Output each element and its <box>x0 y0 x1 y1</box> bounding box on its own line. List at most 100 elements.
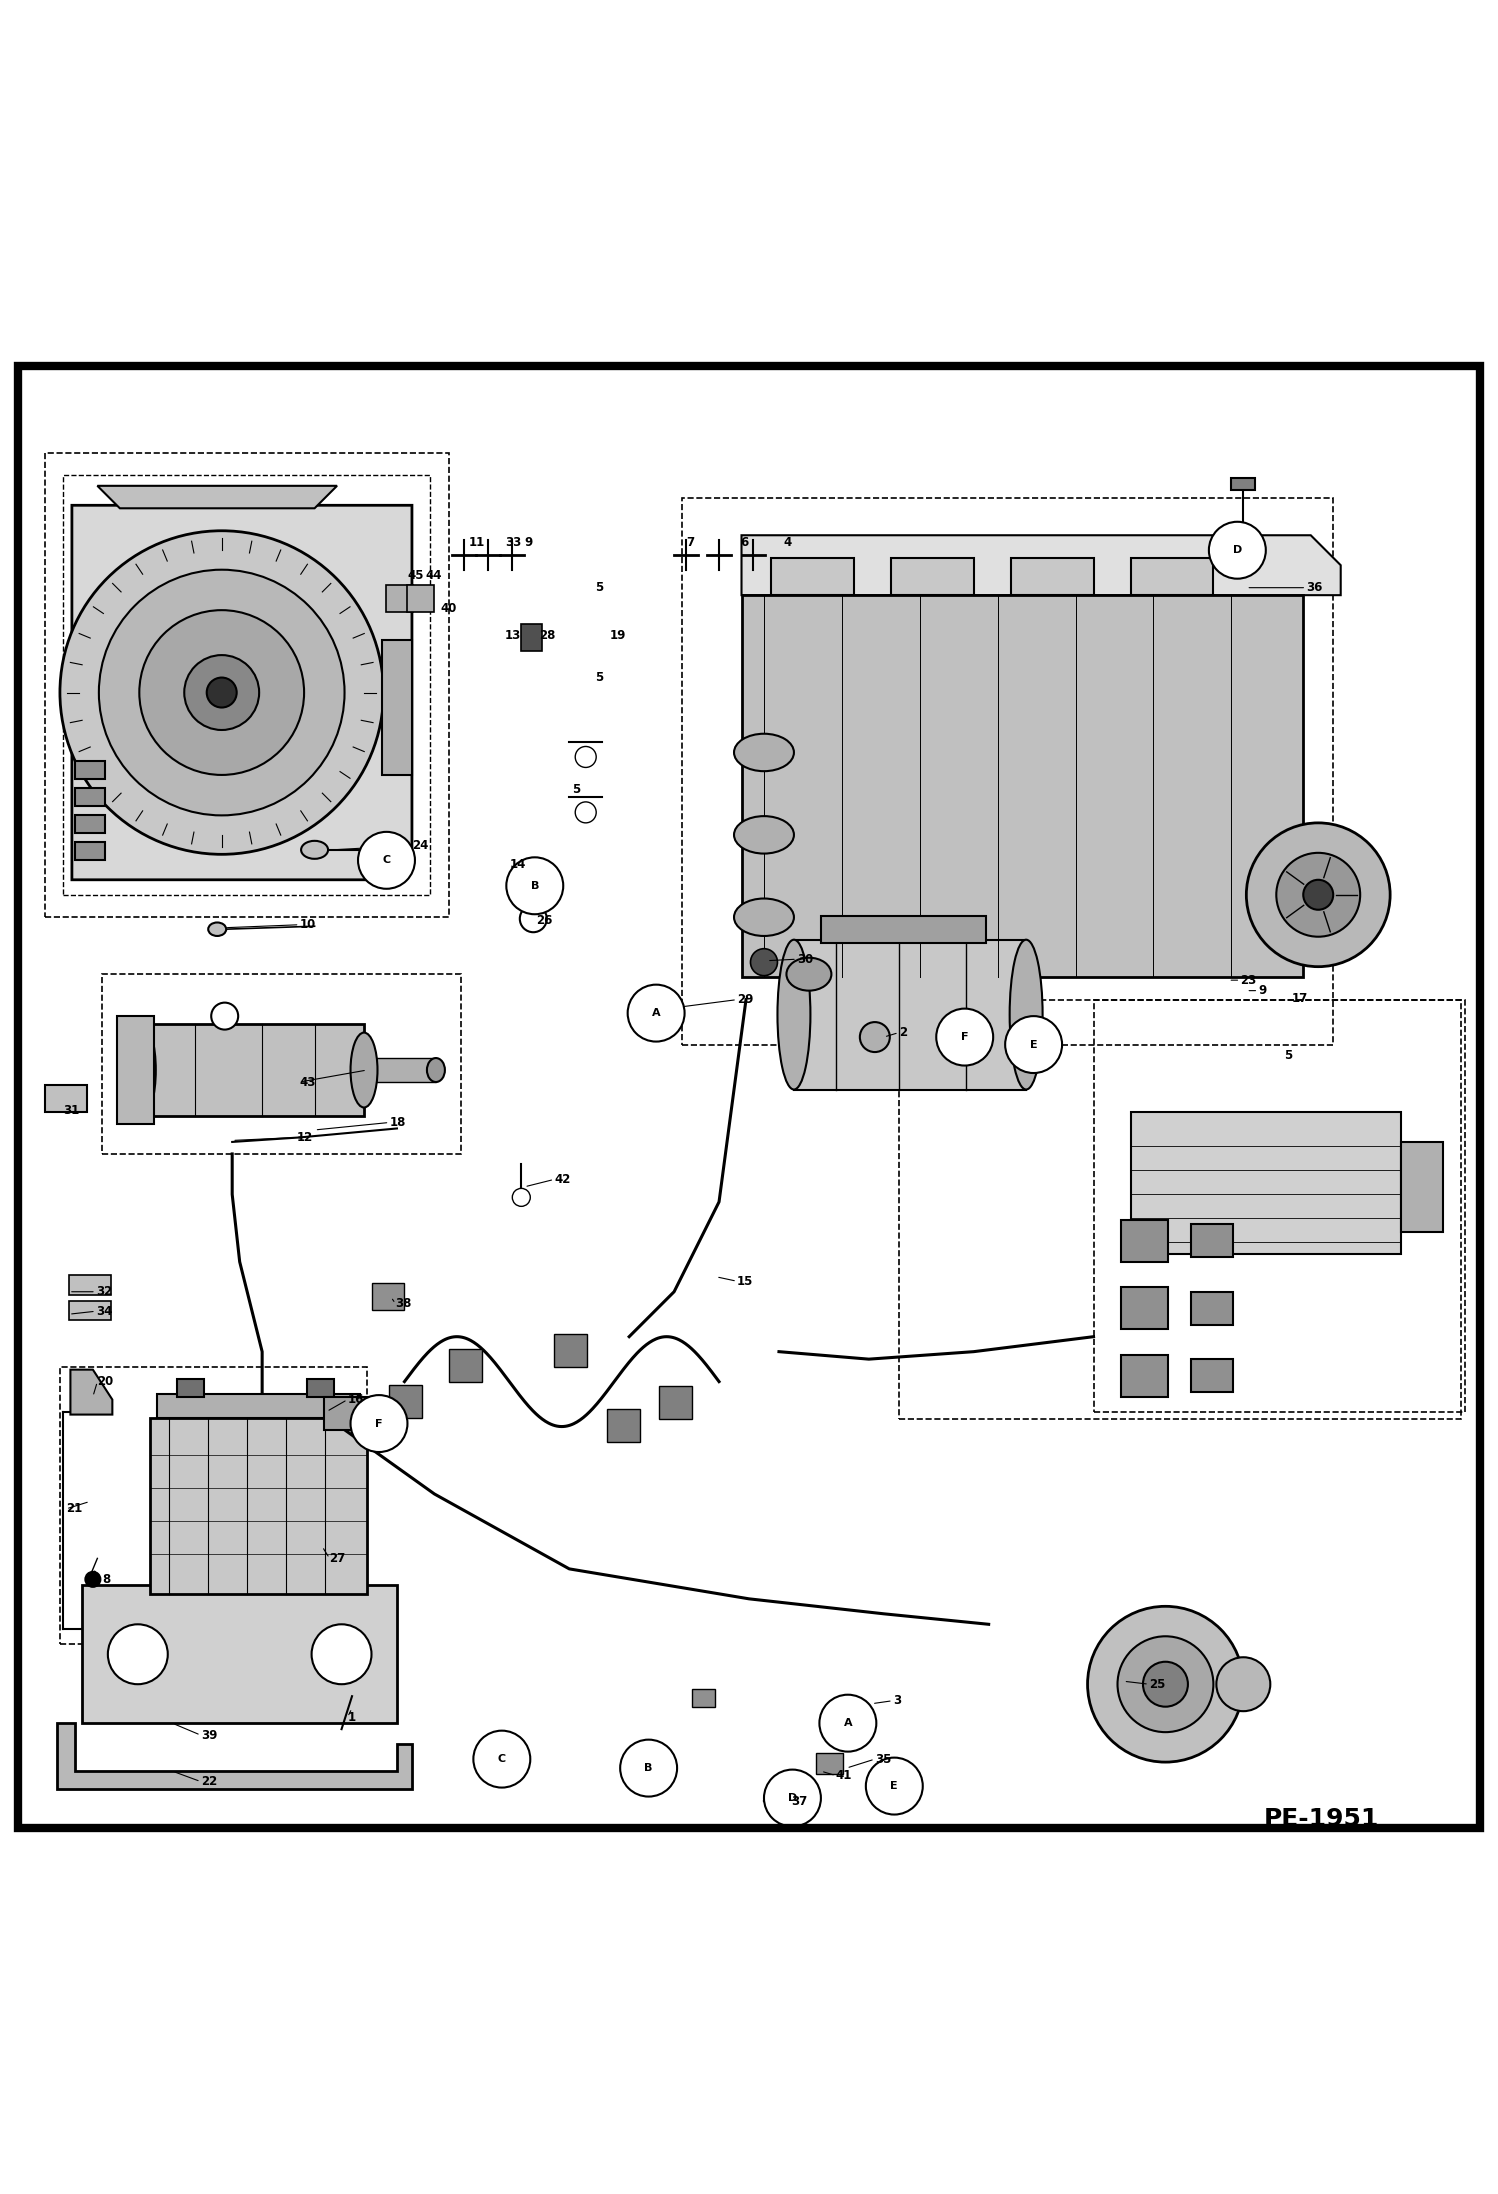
Bar <box>742 595 1303 976</box>
Bar <box>1094 1000 1465 1411</box>
Bar <box>891 557 974 595</box>
Bar <box>389 1384 422 1417</box>
Bar <box>157 1393 360 1417</box>
Text: 34: 34 <box>96 1305 112 1319</box>
Bar <box>60 1367 367 1643</box>
Circle shape <box>1118 1637 1213 1731</box>
Bar <box>1191 1224 1233 1257</box>
Text: 7: 7 <box>686 535 694 548</box>
Circle shape <box>211 1003 238 1029</box>
Bar <box>794 939 1026 1090</box>
Bar <box>142 1025 364 1117</box>
Circle shape <box>108 1624 168 1685</box>
Circle shape <box>473 1731 530 1788</box>
Text: 40: 40 <box>440 601 457 614</box>
Bar <box>659 1387 692 1420</box>
Text: 9: 9 <box>524 535 533 548</box>
Bar <box>407 584 434 612</box>
Circle shape <box>358 832 415 889</box>
Polygon shape <box>57 1722 412 1788</box>
Circle shape <box>1088 1606 1243 1762</box>
Bar <box>82 1586 397 1722</box>
Ellipse shape <box>734 733 794 770</box>
Text: C: C <box>497 1755 506 1764</box>
Bar <box>816 1753 843 1775</box>
Circle shape <box>1143 1661 1188 1707</box>
Text: A: A <box>652 1007 661 1018</box>
Bar <box>45 1086 87 1112</box>
Bar <box>75 788 105 807</box>
Circle shape <box>575 746 596 768</box>
Text: C: C <box>382 856 391 864</box>
Text: PE-1951: PE-1951 <box>1263 1808 1380 1832</box>
Text: 11: 11 <box>469 535 485 548</box>
Circle shape <box>1303 880 1333 911</box>
Bar <box>521 623 542 652</box>
Ellipse shape <box>777 939 810 1090</box>
Bar <box>1131 1112 1401 1255</box>
Ellipse shape <box>786 959 831 992</box>
Text: 22: 22 <box>201 1775 217 1788</box>
Text: E: E <box>890 1782 899 1790</box>
Text: 5: 5 <box>1284 1049 1293 1062</box>
Text: 5: 5 <box>572 783 581 796</box>
Bar <box>364 1058 436 1082</box>
Ellipse shape <box>129 1025 156 1117</box>
Text: 17: 17 <box>1291 992 1308 1005</box>
Circle shape <box>819 1694 876 1751</box>
Text: 1: 1 <box>348 1711 355 1724</box>
Text: 13: 13 <box>505 630 521 643</box>
Text: 32: 32 <box>96 1286 112 1299</box>
Bar <box>386 584 413 612</box>
Text: 33: 33 <box>505 535 521 548</box>
Circle shape <box>628 985 685 1042</box>
Bar <box>692 1689 715 1707</box>
Text: 42: 42 <box>554 1174 571 1187</box>
Circle shape <box>936 1009 993 1066</box>
Text: B: B <box>530 880 539 891</box>
Polygon shape <box>70 1369 112 1415</box>
Text: 45: 45 <box>407 568 424 581</box>
Text: D: D <box>1233 546 1242 555</box>
Text: 37: 37 <box>791 1795 807 1808</box>
Circle shape <box>184 656 259 731</box>
Bar <box>117 1016 154 1123</box>
Bar <box>1121 1220 1168 1262</box>
Text: 20: 20 <box>97 1376 114 1389</box>
Bar <box>45 452 449 917</box>
Polygon shape <box>72 505 412 880</box>
Text: 31: 31 <box>63 1104 79 1117</box>
Text: B: B <box>644 1764 653 1773</box>
Circle shape <box>139 610 304 774</box>
Ellipse shape <box>427 1058 445 1082</box>
Ellipse shape <box>208 921 226 937</box>
Bar <box>150 1417 367 1595</box>
Bar <box>102 974 461 1154</box>
Bar <box>1121 1354 1168 1398</box>
Bar <box>1011 557 1094 595</box>
Ellipse shape <box>301 840 328 858</box>
Bar <box>1231 478 1255 489</box>
Bar <box>324 1398 369 1430</box>
Bar <box>1191 1292 1233 1325</box>
Bar <box>382 641 412 774</box>
Circle shape <box>512 1189 530 1207</box>
Text: 2: 2 <box>899 1027 906 1040</box>
Bar <box>75 761 105 779</box>
Polygon shape <box>742 535 1341 595</box>
Text: 5: 5 <box>595 581 604 595</box>
Circle shape <box>1209 522 1266 579</box>
Bar <box>1401 1141 1443 1231</box>
Bar <box>607 1409 640 1441</box>
Circle shape <box>860 1022 890 1053</box>
Bar <box>1131 557 1213 595</box>
Text: 9: 9 <box>1258 985 1267 996</box>
Bar <box>449 1349 482 1382</box>
Bar <box>63 476 430 895</box>
Bar <box>682 498 1333 1044</box>
Text: 25: 25 <box>1149 1678 1165 1692</box>
Text: 28: 28 <box>539 630 556 643</box>
Text: 10: 10 <box>300 919 316 930</box>
Text: 8: 8 <box>102 1573 111 1586</box>
Text: 35: 35 <box>875 1753 891 1766</box>
